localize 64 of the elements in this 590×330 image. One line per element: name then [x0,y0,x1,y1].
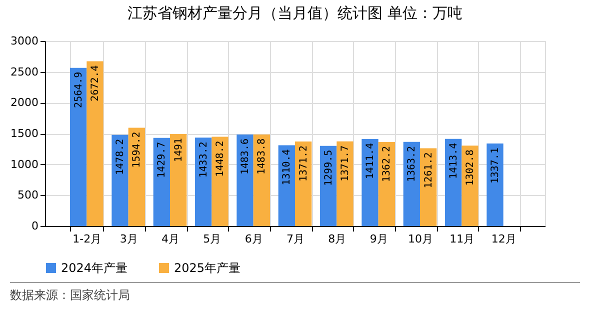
legend-label: 2025年产量 [174,261,241,275]
x-tick-label: 7月 [286,232,304,246]
data-label: 1261.2 [423,152,434,188]
bar [420,148,437,226]
data-label: 1491 [173,138,184,162]
data-label: 1362.2 [382,146,393,182]
x-tick-label: 1-2月 [72,232,102,246]
bar [128,128,145,226]
data-label: 1448.2 [215,140,226,177]
x-tick-label: 12月 [491,232,516,246]
data-label: 1371.2 [298,145,310,182]
chart-title: 江苏省钢材产量分月（当月值）统计图 单位：万吨 [128,4,462,22]
bar [486,144,504,226]
data-label: 1433.2 [198,142,210,178]
data-label: 2564.9 [73,72,84,108]
bar [195,138,212,226]
y-tick-label: 1000 [10,158,38,171]
x-tick-label: 5月 [203,232,222,246]
bar [295,141,312,226]
x-tick-label: 10月 [408,232,433,246]
data-label: 1302.8 [465,150,476,186]
data-label: 1483.6 [240,138,251,175]
x-tick-label: 9月 [370,232,388,246]
bar [320,146,337,226]
bar [70,68,87,226]
y-tick-label: 0 [32,220,38,232]
bar [336,141,354,226]
bar [278,145,295,226]
data-label: 1478.2 [115,138,126,175]
data-label: 1337.1 [490,148,501,184]
bar [212,136,228,226]
bar [86,61,104,226]
data-label: 1411.4 [365,142,376,180]
y-tick-label: 500 [18,188,38,202]
data-label: 1594.2 [132,132,143,168]
bar [462,146,478,226]
y-tick-label: 1500 [10,127,38,140]
data-label: 1429.7 [156,142,168,178]
x-tick-label: 8月 [328,232,346,246]
data-label: 2672.4 [90,65,101,102]
legend-label: 2024年产量 [61,261,128,275]
data-label: 1413.4 [448,142,460,179]
bar [170,134,187,226]
data-label: 1310.4 [282,149,293,186]
y-tick-label: 3000 [10,34,38,48]
source-note: 数据来源：国家统计局 [10,282,580,304]
data-label: 1299.5 [323,150,334,186]
x-tick-label: 11月 [450,232,475,246]
data-label: 1371.7 [340,145,351,182]
bar [445,138,462,226]
x-tick-label: 4月 [162,232,180,246]
bar [378,142,395,226]
data-label: 1483.8 [256,138,268,175]
y-tick-label: 2000 [10,96,38,110]
bar [403,142,420,226]
bar [253,134,270,226]
bar [236,134,254,226]
bar [362,138,378,226]
bar [153,138,170,226]
y-tick-label: 2500 [10,65,38,78]
data-label: 1363.2 [406,146,418,182]
x-tick-label: 3月 [120,232,138,246]
bar [112,134,128,226]
x-tick-label: 6月 [244,232,263,246]
